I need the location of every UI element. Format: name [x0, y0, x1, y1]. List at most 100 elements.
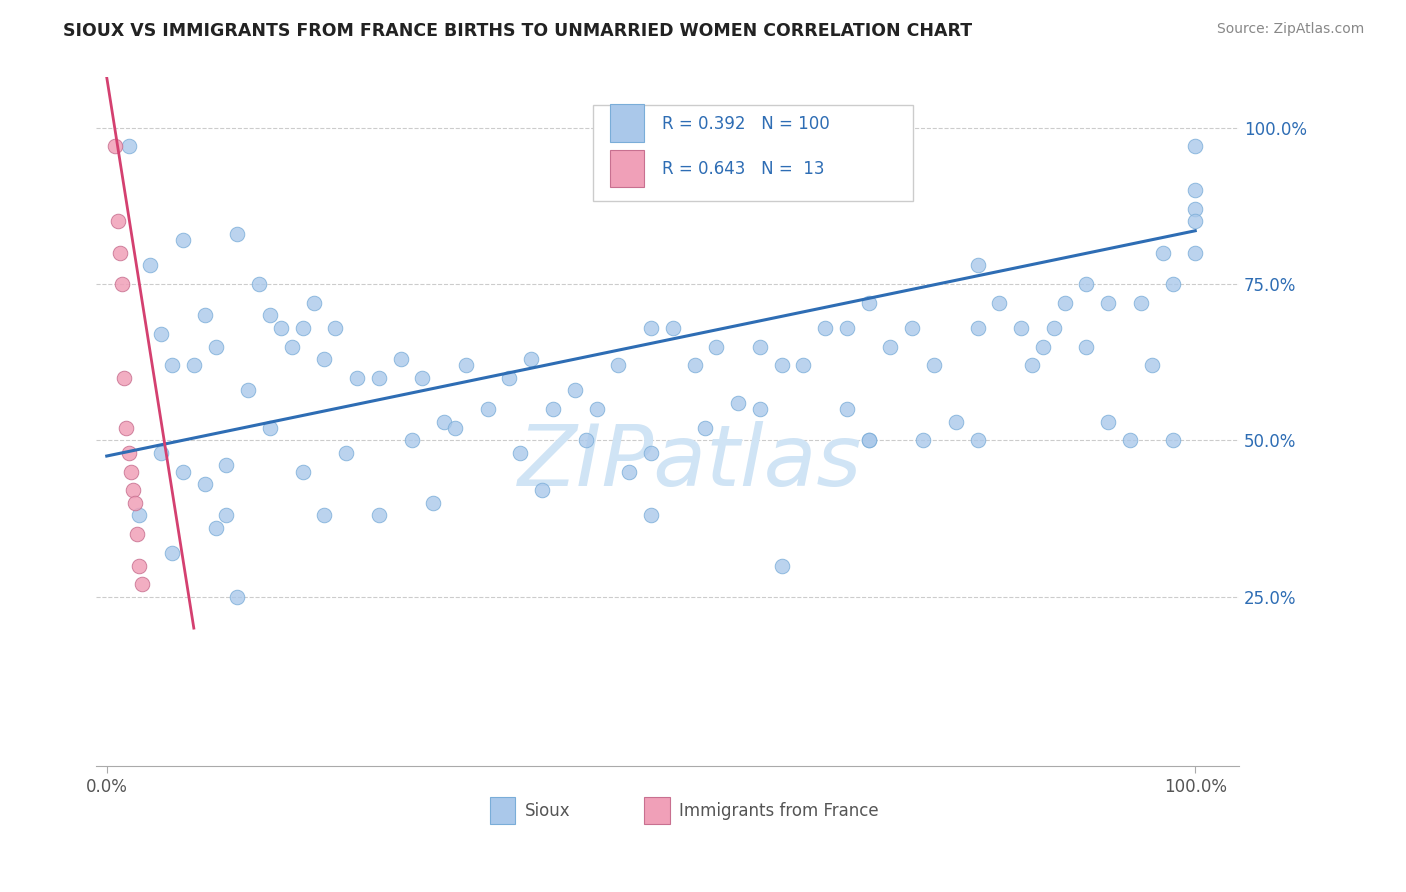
Point	[346, 371, 368, 385]
Point	[104, 139, 127, 153]
Point	[238, 384, 260, 398]
Point	[115, 421, 138, 435]
Point	[498, 371, 520, 385]
Point	[367, 371, 389, 385]
Point	[401, 434, 423, 448]
Point	[291, 320, 314, 334]
Point	[988, 295, 1011, 310]
Point	[858, 434, 880, 448]
Point	[117, 139, 139, 153]
Point	[389, 352, 412, 367]
Point	[945, 415, 967, 429]
Point	[215, 458, 238, 473]
Point	[1140, 359, 1163, 373]
Point	[912, 434, 935, 448]
Point	[124, 496, 146, 510]
Point	[226, 227, 249, 241]
Point	[575, 434, 598, 448]
Point	[433, 415, 456, 429]
Point	[150, 446, 173, 460]
Text: SIOUX VS IMMIGRANTS FROM FRANCE BIRTHS TO UNMARRIED WOMEN CORRELATION CHART: SIOUX VS IMMIGRANTS FROM FRANCE BIRTHS T…	[63, 22, 973, 40]
Point	[477, 402, 499, 417]
Point	[1021, 359, 1043, 373]
Point	[111, 277, 134, 291]
Point	[139, 258, 162, 272]
Point	[108, 245, 131, 260]
Point	[1184, 183, 1206, 197]
Point	[770, 359, 793, 373]
Point	[1119, 434, 1142, 448]
Point	[640, 446, 662, 460]
Point	[858, 434, 880, 448]
Point	[323, 320, 346, 334]
Point	[607, 359, 630, 373]
Point	[259, 421, 281, 435]
Text: Immigrants from France: Immigrants from France	[679, 802, 879, 820]
Bar	[644, 797, 669, 823]
Point	[247, 277, 270, 291]
Point	[302, 295, 325, 310]
Point	[422, 496, 444, 510]
Point	[160, 546, 183, 560]
Point	[1053, 295, 1076, 310]
Point	[509, 446, 531, 460]
Point	[215, 508, 238, 523]
Point	[194, 308, 217, 322]
Point	[281, 339, 304, 353]
Point	[1097, 295, 1119, 310]
Point	[704, 339, 727, 353]
Point	[1076, 277, 1098, 291]
Point	[160, 359, 183, 373]
Point	[183, 359, 205, 373]
Bar	[491, 797, 516, 823]
Point	[585, 402, 607, 417]
Point	[120, 465, 142, 479]
Point	[1032, 339, 1054, 353]
Point	[640, 508, 662, 523]
Point	[107, 214, 129, 228]
Point	[879, 339, 901, 353]
Bar	[610, 104, 644, 142]
Point	[814, 320, 837, 334]
Point	[1184, 139, 1206, 153]
Point	[1042, 320, 1064, 334]
Text: R = 0.643   N =  13: R = 0.643 N = 13	[662, 160, 824, 178]
Point	[194, 477, 217, 491]
Point	[204, 521, 226, 535]
Point	[150, 326, 173, 341]
Point	[411, 371, 433, 385]
Point	[922, 359, 945, 373]
Point	[1163, 434, 1185, 448]
Point	[112, 371, 135, 385]
Point	[226, 590, 249, 604]
Point	[127, 527, 149, 541]
Point	[1184, 202, 1206, 216]
Point	[122, 483, 145, 498]
FancyBboxPatch shape	[593, 105, 912, 202]
Point	[1076, 339, 1098, 353]
Point	[1163, 277, 1185, 291]
Point	[1129, 295, 1152, 310]
Point	[314, 508, 336, 523]
Point	[1097, 415, 1119, 429]
Point	[792, 359, 814, 373]
Point	[640, 320, 662, 334]
Point	[1184, 214, 1206, 228]
Point	[770, 558, 793, 573]
Point	[291, 465, 314, 479]
Point	[259, 308, 281, 322]
Point	[117, 446, 139, 460]
Text: Source: ZipAtlas.com: Source: ZipAtlas.com	[1216, 22, 1364, 37]
Point	[128, 558, 150, 573]
Point	[172, 233, 194, 247]
Point	[1152, 245, 1174, 260]
Point	[661, 320, 683, 334]
Point	[520, 352, 543, 367]
Point	[531, 483, 554, 498]
Point	[683, 359, 706, 373]
Point	[270, 320, 292, 334]
Point	[966, 258, 988, 272]
Point	[314, 352, 336, 367]
Point	[835, 320, 858, 334]
Text: ZIPatlas: ZIPatlas	[517, 421, 862, 504]
